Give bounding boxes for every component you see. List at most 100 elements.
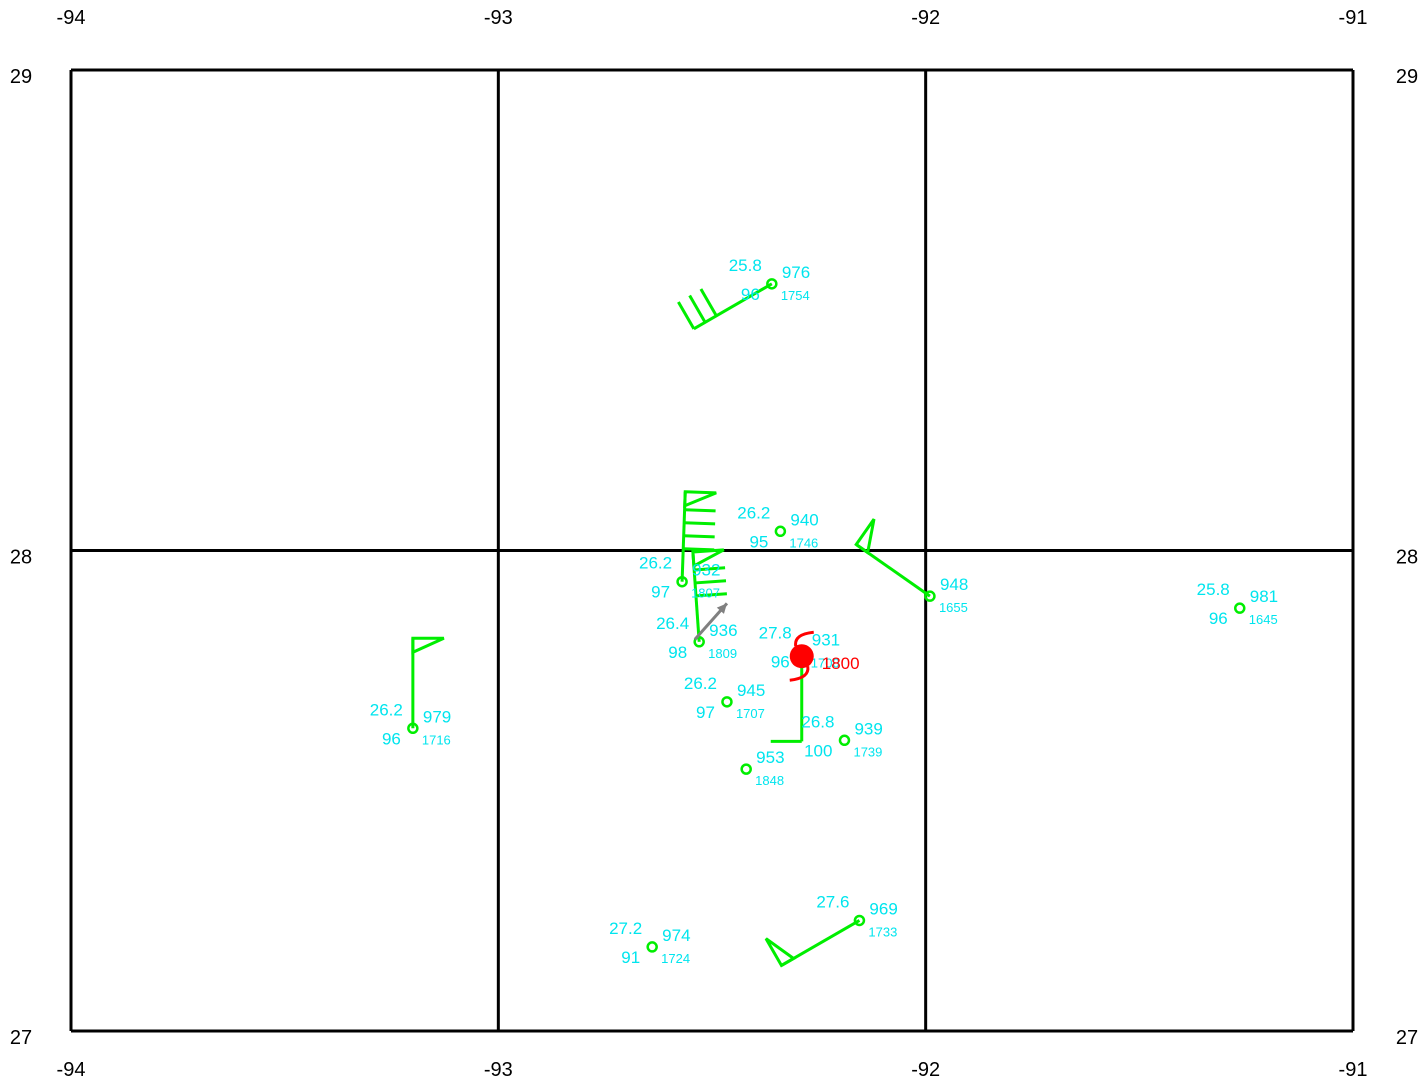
lat-label-left: 29 — [10, 66, 32, 88]
time-label: 1716 — [422, 732, 451, 747]
time-label: 1707 — [736, 706, 765, 721]
humidity-label: 96 — [382, 729, 401, 748]
station-marker — [853, 914, 866, 927]
lat-label-left: 28 — [10, 547, 32, 569]
time-label: 1809 — [708, 646, 737, 661]
station-1724: 27.2 91 974 1724 — [609, 919, 690, 967]
humidity-label: 98 — [668, 643, 687, 662]
time-label: 1746 — [789, 535, 818, 550]
barb-flag — [691, 548, 725, 569]
temperature-label: 27.6 — [816, 892, 849, 911]
humidity-label: 100 — [804, 741, 832, 760]
lon-label-top: -91 — [1339, 7, 1368, 29]
time-label: 1807 — [691, 586, 720, 601]
station-marker — [693, 636, 705, 648]
pressure-label: 981 — [1250, 587, 1278, 606]
time-label: 1733 — [868, 924, 897, 939]
lon-label-top: -93 — [484, 7, 513, 29]
pressure-label: 979 — [423, 707, 451, 726]
barb-feather — [695, 592, 728, 598]
humidity-label: 96 — [741, 285, 760, 304]
wind-barb — [764, 919, 861, 968]
humidity-label: 97 — [651, 583, 670, 602]
humidity-label: 95 — [749, 532, 768, 551]
temperature-label: 26.2 — [370, 700, 403, 719]
lon-label-top: -94 — [57, 7, 86, 29]
barb-feather — [694, 566, 726, 572]
pressure-label: 936 — [709, 621, 737, 640]
humidity-label: 96 — [1209, 609, 1228, 628]
station-1754: 25.8 96 976 1754 — [729, 256, 810, 304]
lat-label-right: 28 — [1396, 547, 1418, 569]
pressure-label: 939 — [854, 719, 882, 738]
pressure-label: 932 — [692, 561, 720, 580]
temperature-label: 26.8 — [801, 712, 834, 731]
temperature-label: 26.2 — [737, 503, 770, 522]
station-1809: 26.4 98 936 1809 — [656, 614, 737, 662]
barb-feather — [677, 301, 696, 330]
temperature-label: 26.2 — [684, 674, 717, 693]
station-marker — [676, 575, 688, 588]
temperature-label: 25.8 — [729, 256, 762, 275]
time-label: 1754 — [781, 288, 810, 303]
pressure-label: 945 — [737, 681, 765, 700]
temperature-label: 27.8 — [759, 623, 792, 642]
station-marker — [1234, 602, 1246, 614]
station-1716: 26.2 96 979 1716 — [370, 700, 451, 748]
station-1707: 26.2 97 945 1707 — [684, 674, 765, 722]
temperature-label: 26.4 — [656, 614, 689, 633]
station-1739: 26.8 100 939 1739 — [801, 712, 882, 760]
wind-barbs — [411, 282, 931, 968]
temperature-label: 26.2 — [639, 554, 672, 573]
station-marker — [740, 763, 752, 775]
barb-feather — [684, 521, 716, 526]
time-label: 1655 — [939, 600, 968, 615]
barb-feather — [694, 579, 727, 585]
time-label: 1700 — [811, 655, 840, 670]
lon-label-bottom: -94 — [57, 1059, 86, 1081]
station-marker — [838, 734, 851, 747]
station-marker — [774, 525, 787, 538]
temperature-label: 25.8 — [1197, 580, 1230, 599]
pressure-label: 948 — [940, 575, 968, 594]
wind-barb — [691, 548, 728, 642]
hurricane-symbol — [789, 630, 814, 682]
storm-time-label: 1800 — [822, 654, 860, 673]
station-1746: 26.2 95 940 1746 — [737, 503, 818, 551]
barb-flag — [683, 490, 717, 509]
pressure-label: 940 — [790, 510, 818, 529]
barb-flag — [411, 636, 445, 655]
stations: 25.896976175426.295940174626.29793218072… — [370, 256, 1278, 967]
hurricane-arm-top — [794, 630, 814, 647]
lon-label-bottom: -93 — [484, 1059, 513, 1081]
station-marker — [646, 941, 658, 953]
pressure-label: 953 — [756, 748, 784, 767]
time-label: 1724 — [661, 951, 690, 966]
wind-barb — [854, 518, 931, 598]
temperature-label: 27.2 — [609, 919, 642, 938]
barb-flag — [854, 518, 876, 556]
time-label: 1739 — [853, 744, 882, 759]
hurricane-core — [789, 644, 814, 669]
barb-shaft — [693, 282, 773, 331]
station-1645: 25.8 96 981 1645 — [1197, 580, 1278, 628]
lon-label-bottom: -91 — [1339, 1059, 1368, 1081]
station-marker — [924, 590, 936, 602]
storm-layer: 1800 — [693, 602, 860, 682]
barb-feather — [683, 534, 715, 539]
wind-barb — [680, 490, 717, 582]
station-1807: 26.2 97 932 1807 — [639, 554, 720, 602]
hurricane-arm-bottom — [789, 665, 810, 682]
pressure-label: 974 — [662, 926, 690, 945]
pressure-label: 931 — [812, 630, 840, 649]
lat-label-right: 27 — [1396, 1027, 1418, 1049]
axis-labels: -94 -94 -93 -93 -92 -92 -91 -91 27 27 28 28 29 29 — [10, 7, 1418, 1081]
barb-feather — [688, 294, 707, 324]
station-1733: 27.6 969 1733 — [816, 892, 897, 939]
station-marker — [721, 696, 733, 708]
station-marker — [766, 278, 778, 290]
time-label: 1848 — [755, 773, 784, 788]
barb-feather — [684, 508, 716, 513]
